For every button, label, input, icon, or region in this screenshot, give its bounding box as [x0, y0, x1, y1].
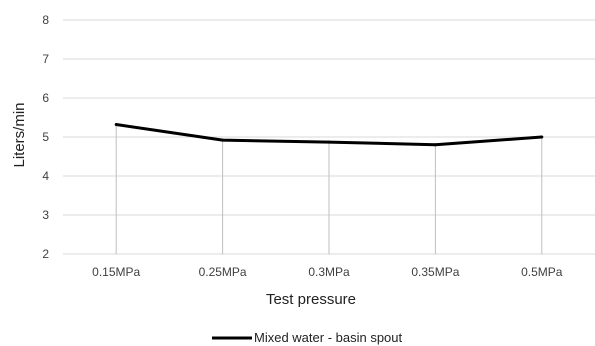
legend: Mixed water - basin spout [212, 330, 403, 345]
y-tick-label: 2 [42, 247, 49, 261]
x-axis-title: Test pressure [266, 291, 356, 308]
series-layer [114, 123, 544, 147]
x-tick-label: 0.35MPa [411, 265, 459, 279]
y-tick-label: 5 [42, 130, 49, 144]
y-tick-label: 4 [42, 169, 49, 183]
x-tick-label: 0.5MPa [521, 265, 563, 279]
data-point [221, 138, 225, 142]
y-tick-label: 8 [42, 13, 49, 27]
y-tick-label: 3 [42, 208, 49, 222]
x-tick-label: 0.25MPa [199, 265, 247, 279]
data-point [540, 135, 544, 139]
data-point [327, 140, 331, 144]
y-tick-label: 7 [42, 52, 49, 66]
data-point [114, 123, 118, 127]
legend-label: Mixed water - basin spout [254, 330, 403, 345]
x-tick-label: 0.15MPa [92, 265, 140, 279]
category-drop-lines [115, 124, 543, 254]
y-axis-title: Liters/min [11, 102, 28, 167]
data-point [433, 143, 437, 147]
y-tick-label: 6 [42, 91, 49, 105]
x-tick-labels: 0.15MPa 0.25MPa 0.3MPa 0.35MPa 0.5MPa [92, 265, 563, 279]
y-tick-labels: 2 3 4 5 6 7 8 [42, 13, 49, 261]
x-tick-label: 0.3MPa [308, 265, 350, 279]
